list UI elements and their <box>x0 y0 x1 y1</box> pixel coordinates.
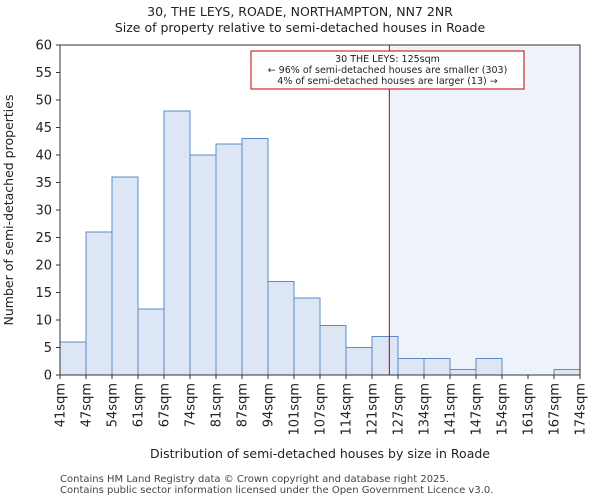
larger-region-shade <box>389 45 580 375</box>
x-tick-label: 94sqm <box>262 383 277 427</box>
bar-41sqm <box>59 341 87 376</box>
bar-67sqm <box>163 110 191 376</box>
y-tick-label: 20 <box>35 259 52 274</box>
bar-167sqm <box>553 369 581 376</box>
footer-copyright: Contains HM Land Registry data © Crown c… <box>60 474 449 485</box>
bar-61sqm <box>137 308 165 376</box>
annotation-line-1: 30 THE LEYS: 125sqm <box>335 54 440 65</box>
x-tick-label: 47sqm <box>80 383 95 427</box>
y-tick-label: 30 <box>35 204 52 219</box>
x-tick-label: 147sqm <box>470 383 485 436</box>
y-tick-label: 55 <box>35 66 52 81</box>
bar-141sqm <box>449 369 477 376</box>
annotation-line-3: 4% of semi-detached houses are larger (1… <box>277 76 497 87</box>
bar-94sqm <box>267 281 295 376</box>
bar-127sqm <box>397 358 425 376</box>
bar-121sqm <box>371 336 399 376</box>
y-tick-label: 60 <box>35 39 52 54</box>
y-tick-label: 45 <box>35 121 52 136</box>
x-tick-label: 121sqm <box>366 383 381 436</box>
bar-87sqm <box>241 138 269 376</box>
x-tick-label: 161sqm <box>522 383 537 436</box>
x-tick-label: 67sqm <box>158 383 173 427</box>
bar-54sqm <box>111 176 139 376</box>
x-tick-label: 101sqm <box>288 383 303 436</box>
x-axis-label: Distribution of semi-detached houses by … <box>150 446 490 461</box>
y-tick-label: 25 <box>35 231 52 246</box>
footer-licence: Contains public sector information licen… <box>60 485 494 496</box>
x-tick-label: 154sqm <box>496 383 511 436</box>
x-tick-label: 114sqm <box>340 383 355 436</box>
x-tick-label: 134sqm <box>418 383 433 436</box>
x-tick-label: 167sqm <box>548 383 563 436</box>
y-tick-label: 0 <box>44 369 52 384</box>
bar-81sqm <box>215 143 243 376</box>
y-axis-label: Number of semi-detached properties <box>1 95 16 326</box>
annotation-line-2: ← 96% of semi-detached houses are smalle… <box>268 65 508 76</box>
y-tick-label: 40 <box>35 149 52 164</box>
x-tick-label: 81sqm <box>210 383 225 427</box>
x-tick-label: 61sqm <box>132 383 147 427</box>
bar-147sqm <box>475 358 503 376</box>
x-tick-label: 107sqm <box>314 383 329 436</box>
x-tick-label: 141sqm <box>444 383 459 436</box>
bar-107sqm <box>319 325 347 376</box>
x-tick-label: 174sqm <box>574 383 589 436</box>
y-tick-label: 15 <box>35 286 52 301</box>
bar-114sqm <box>345 347 373 376</box>
bar-47sqm <box>85 231 113 376</box>
x-tick-label: 127sqm <box>392 383 407 436</box>
y-tick-label: 50 <box>35 94 52 109</box>
histogram-chart: 0 5 10 15 20 25 30 35 40 45 50 55 60 41sqm 47sqm 54sqm 6… <box>1 39 589 462</box>
y-tick-label: 35 <box>35 176 52 191</box>
x-tick-label: 87sqm <box>236 383 251 427</box>
annotation-box <box>250 50 525 90</box>
chart-title: 30, THE LEYS, ROADE, NORTHAMPTON, NN7 2N… <box>147 4 453 19</box>
y-tick-label: 10 <box>35 314 52 329</box>
y-tick-label: 5 <box>44 341 52 356</box>
x-tick-label: 54sqm <box>106 383 121 427</box>
bar-74sqm <box>189 154 217 376</box>
chart-subtitle: Size of property relative to semi-detach… <box>114 20 486 35</box>
x-tick-label: 41sqm <box>54 383 69 427</box>
x-tick-label: 74sqm <box>184 383 199 427</box>
bar-101sqm <box>293 297 321 376</box>
bar-134sqm <box>423 358 451 376</box>
